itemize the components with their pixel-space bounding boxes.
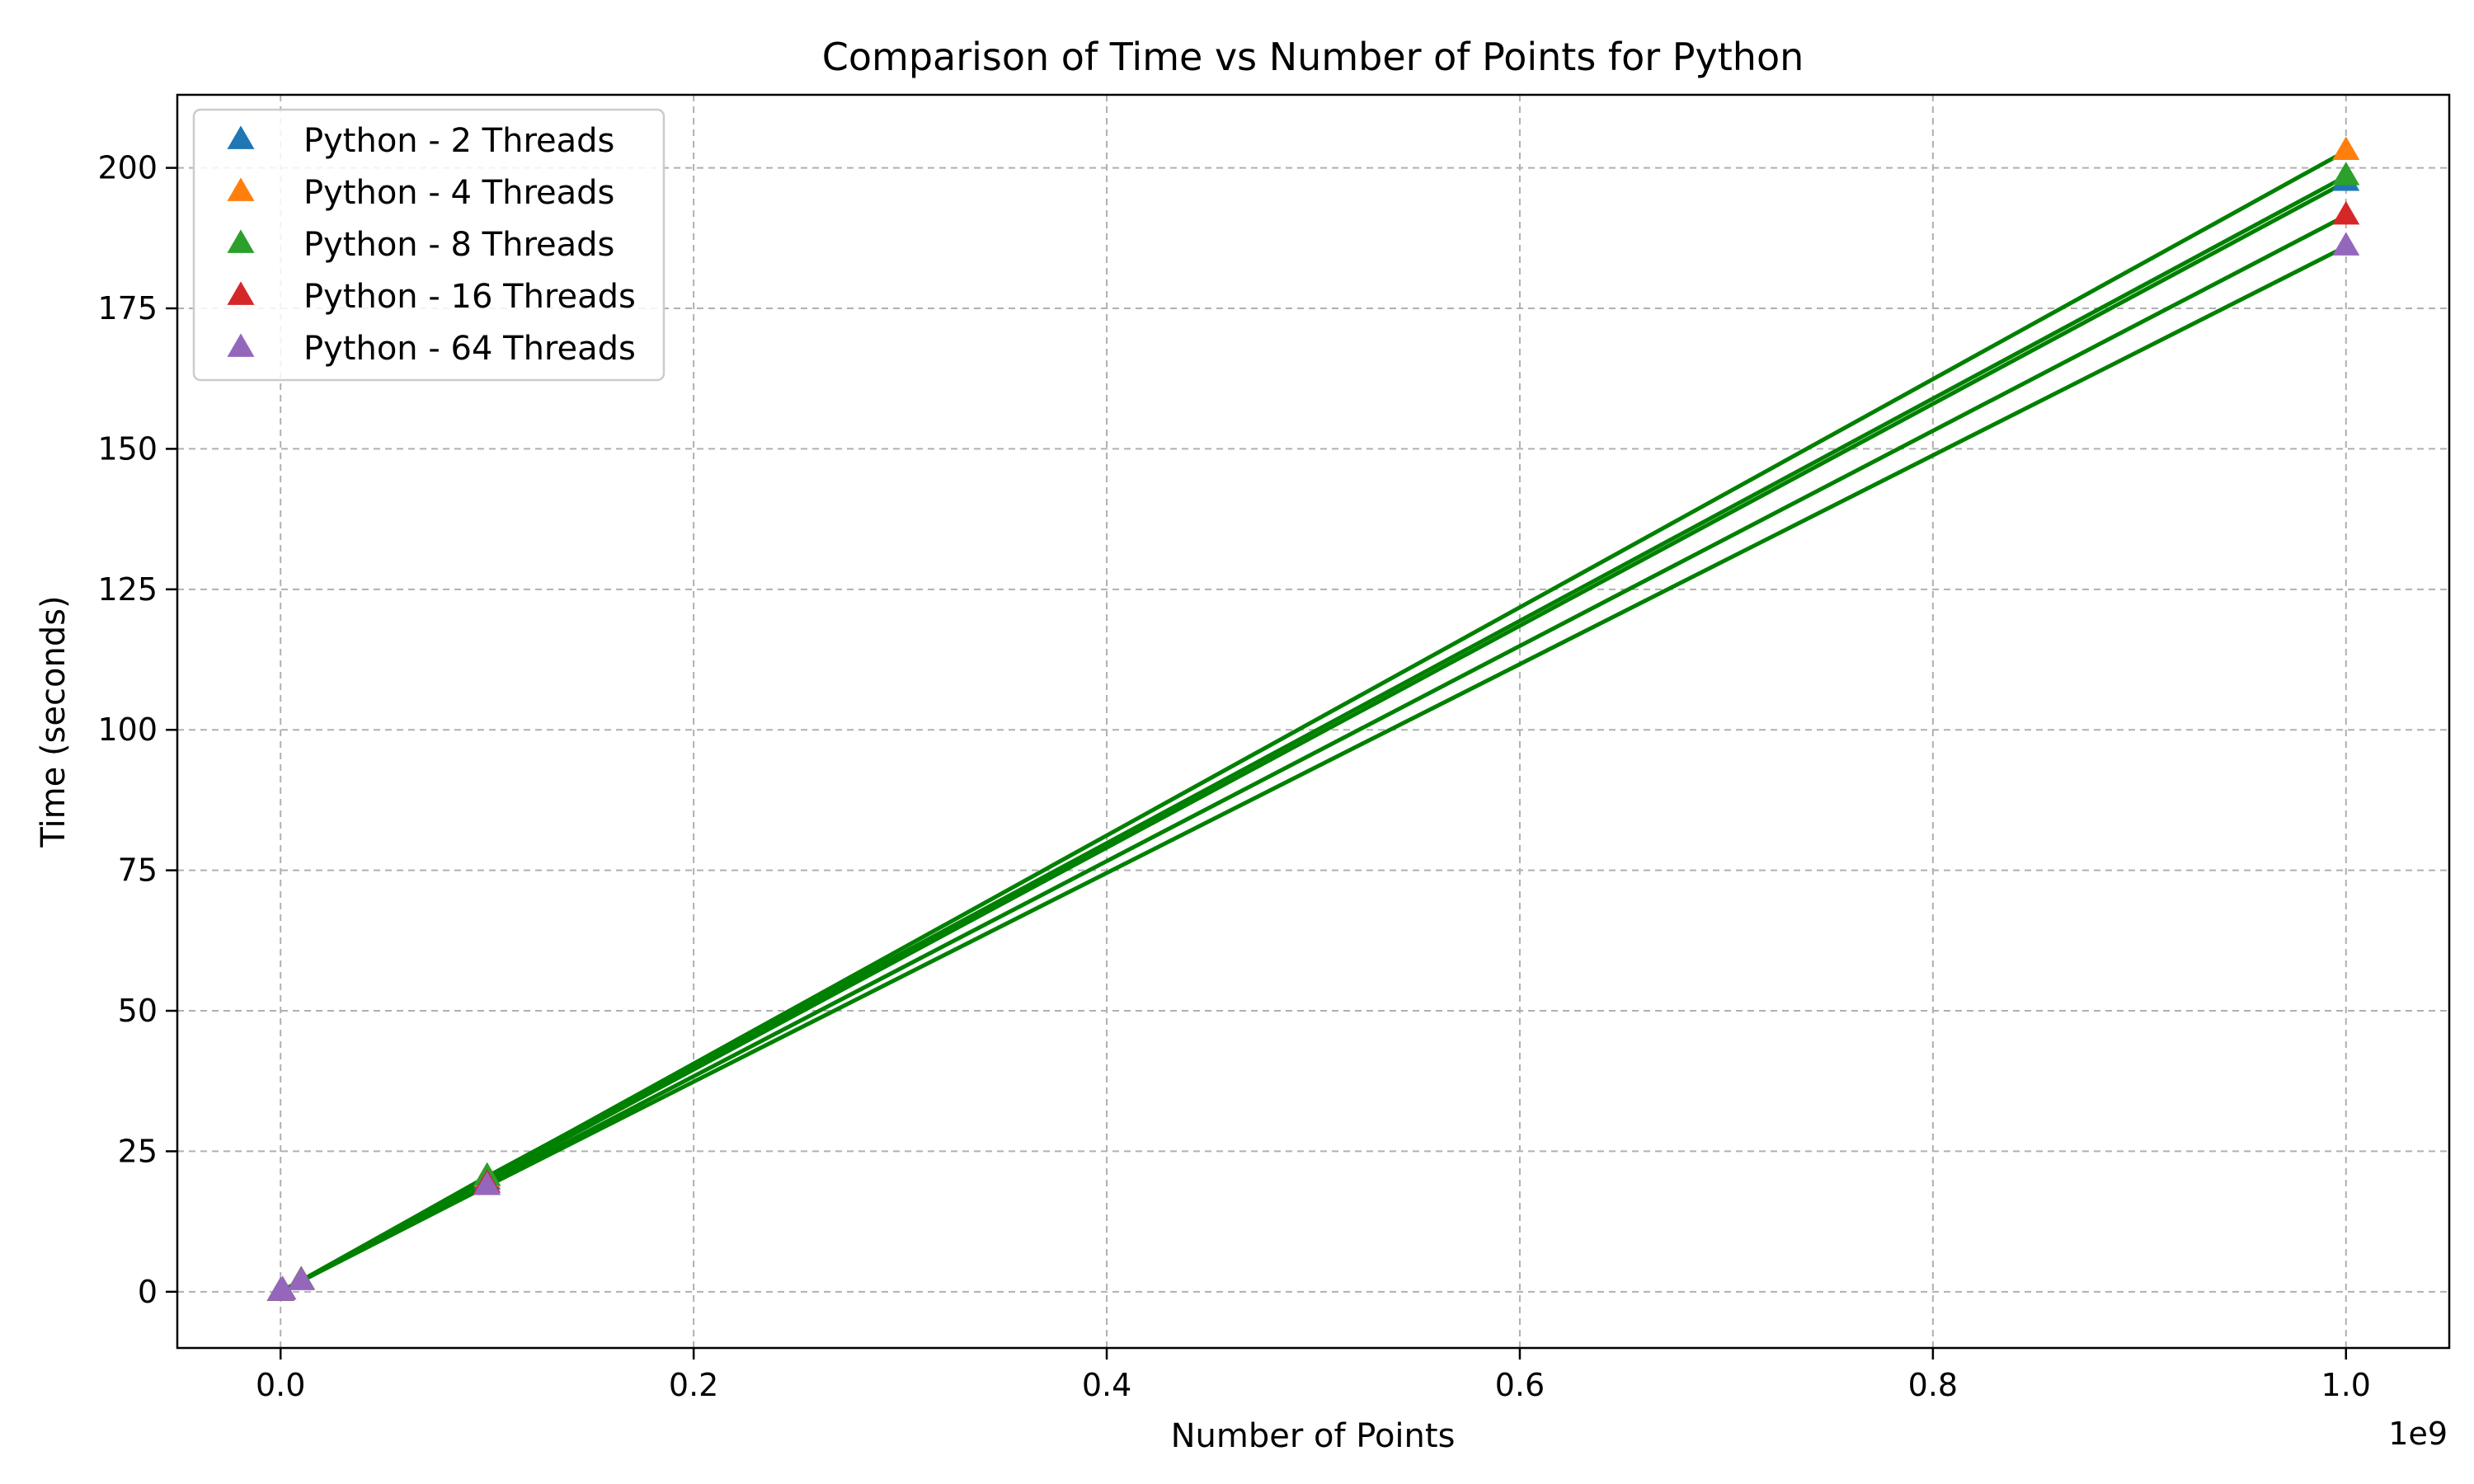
legend-label: Python - 8 Threads (303, 226, 614, 264)
legend: Python - 2 Threads Python - 4 Threads Pyth… (192, 108, 666, 382)
x-tick-label: 0.2 (669, 1367, 718, 1403)
x-tick-label: 0.8 (1908, 1367, 1958, 1403)
legend-box (192, 108, 666, 382)
y-tick-label: 50 (118, 993, 158, 1029)
x-tick-label: 0.6 (1495, 1367, 1545, 1403)
x-tick-label: 1.0 (2321, 1367, 2371, 1403)
data-point (2332, 136, 2360, 160)
series-markers (266, 136, 2360, 1301)
legend-label: Python - 64 Threads (303, 330, 636, 368)
legend-marker (227, 333, 255, 357)
y-tick-label: 0 (138, 1274, 158, 1310)
y-tick-label: 200 (97, 150, 158, 186)
legend-marker (227, 281, 255, 305)
y-axis-label: Time (seconds) (35, 595, 73, 848)
y-tick-label: 125 (97, 571, 158, 608)
grid-lines (177, 95, 2449, 1348)
y-tick-label: 150 (97, 430, 158, 467)
legend-marker (227, 229, 255, 253)
legend-label: Python - 2 Threads (303, 122, 614, 160)
legend-marker (227, 177, 255, 201)
chart-title: Comparison of Time vs Number of Points f… (822, 35, 1804, 79)
legend-label: Python - 4 Threads (303, 174, 614, 212)
axis-ticks: 0.0 0.2 0.4 0.6 0.8 1.0 0 25 50 75 100 125 150 175 200 (97, 150, 2371, 1403)
legend-marker (227, 125, 255, 149)
data-point (287, 1266, 315, 1290)
y-tick-label: 100 (97, 711, 158, 748)
data-point (2332, 200, 2360, 225)
x-axis-offset-label: 1e9 (2388, 1416, 2448, 1452)
y-tick-label: 75 (118, 852, 158, 889)
y-tick-label: 25 (118, 1133, 158, 1169)
legend-label: Python - 16 Threads (303, 278, 636, 316)
x-tick-label: 0.4 (1082, 1367, 1131, 1403)
data-point (2332, 232, 2360, 256)
data-point (2332, 162, 2360, 186)
data-point (473, 1172, 501, 1195)
x-axis-label: Number of Points (1171, 1417, 1456, 1455)
plot-frame (176, 93, 2451, 1350)
x-tick-label: 0.0 (256, 1367, 305, 1403)
data-point (269, 1275, 297, 1300)
y-tick-label: 175 (97, 290, 158, 326)
